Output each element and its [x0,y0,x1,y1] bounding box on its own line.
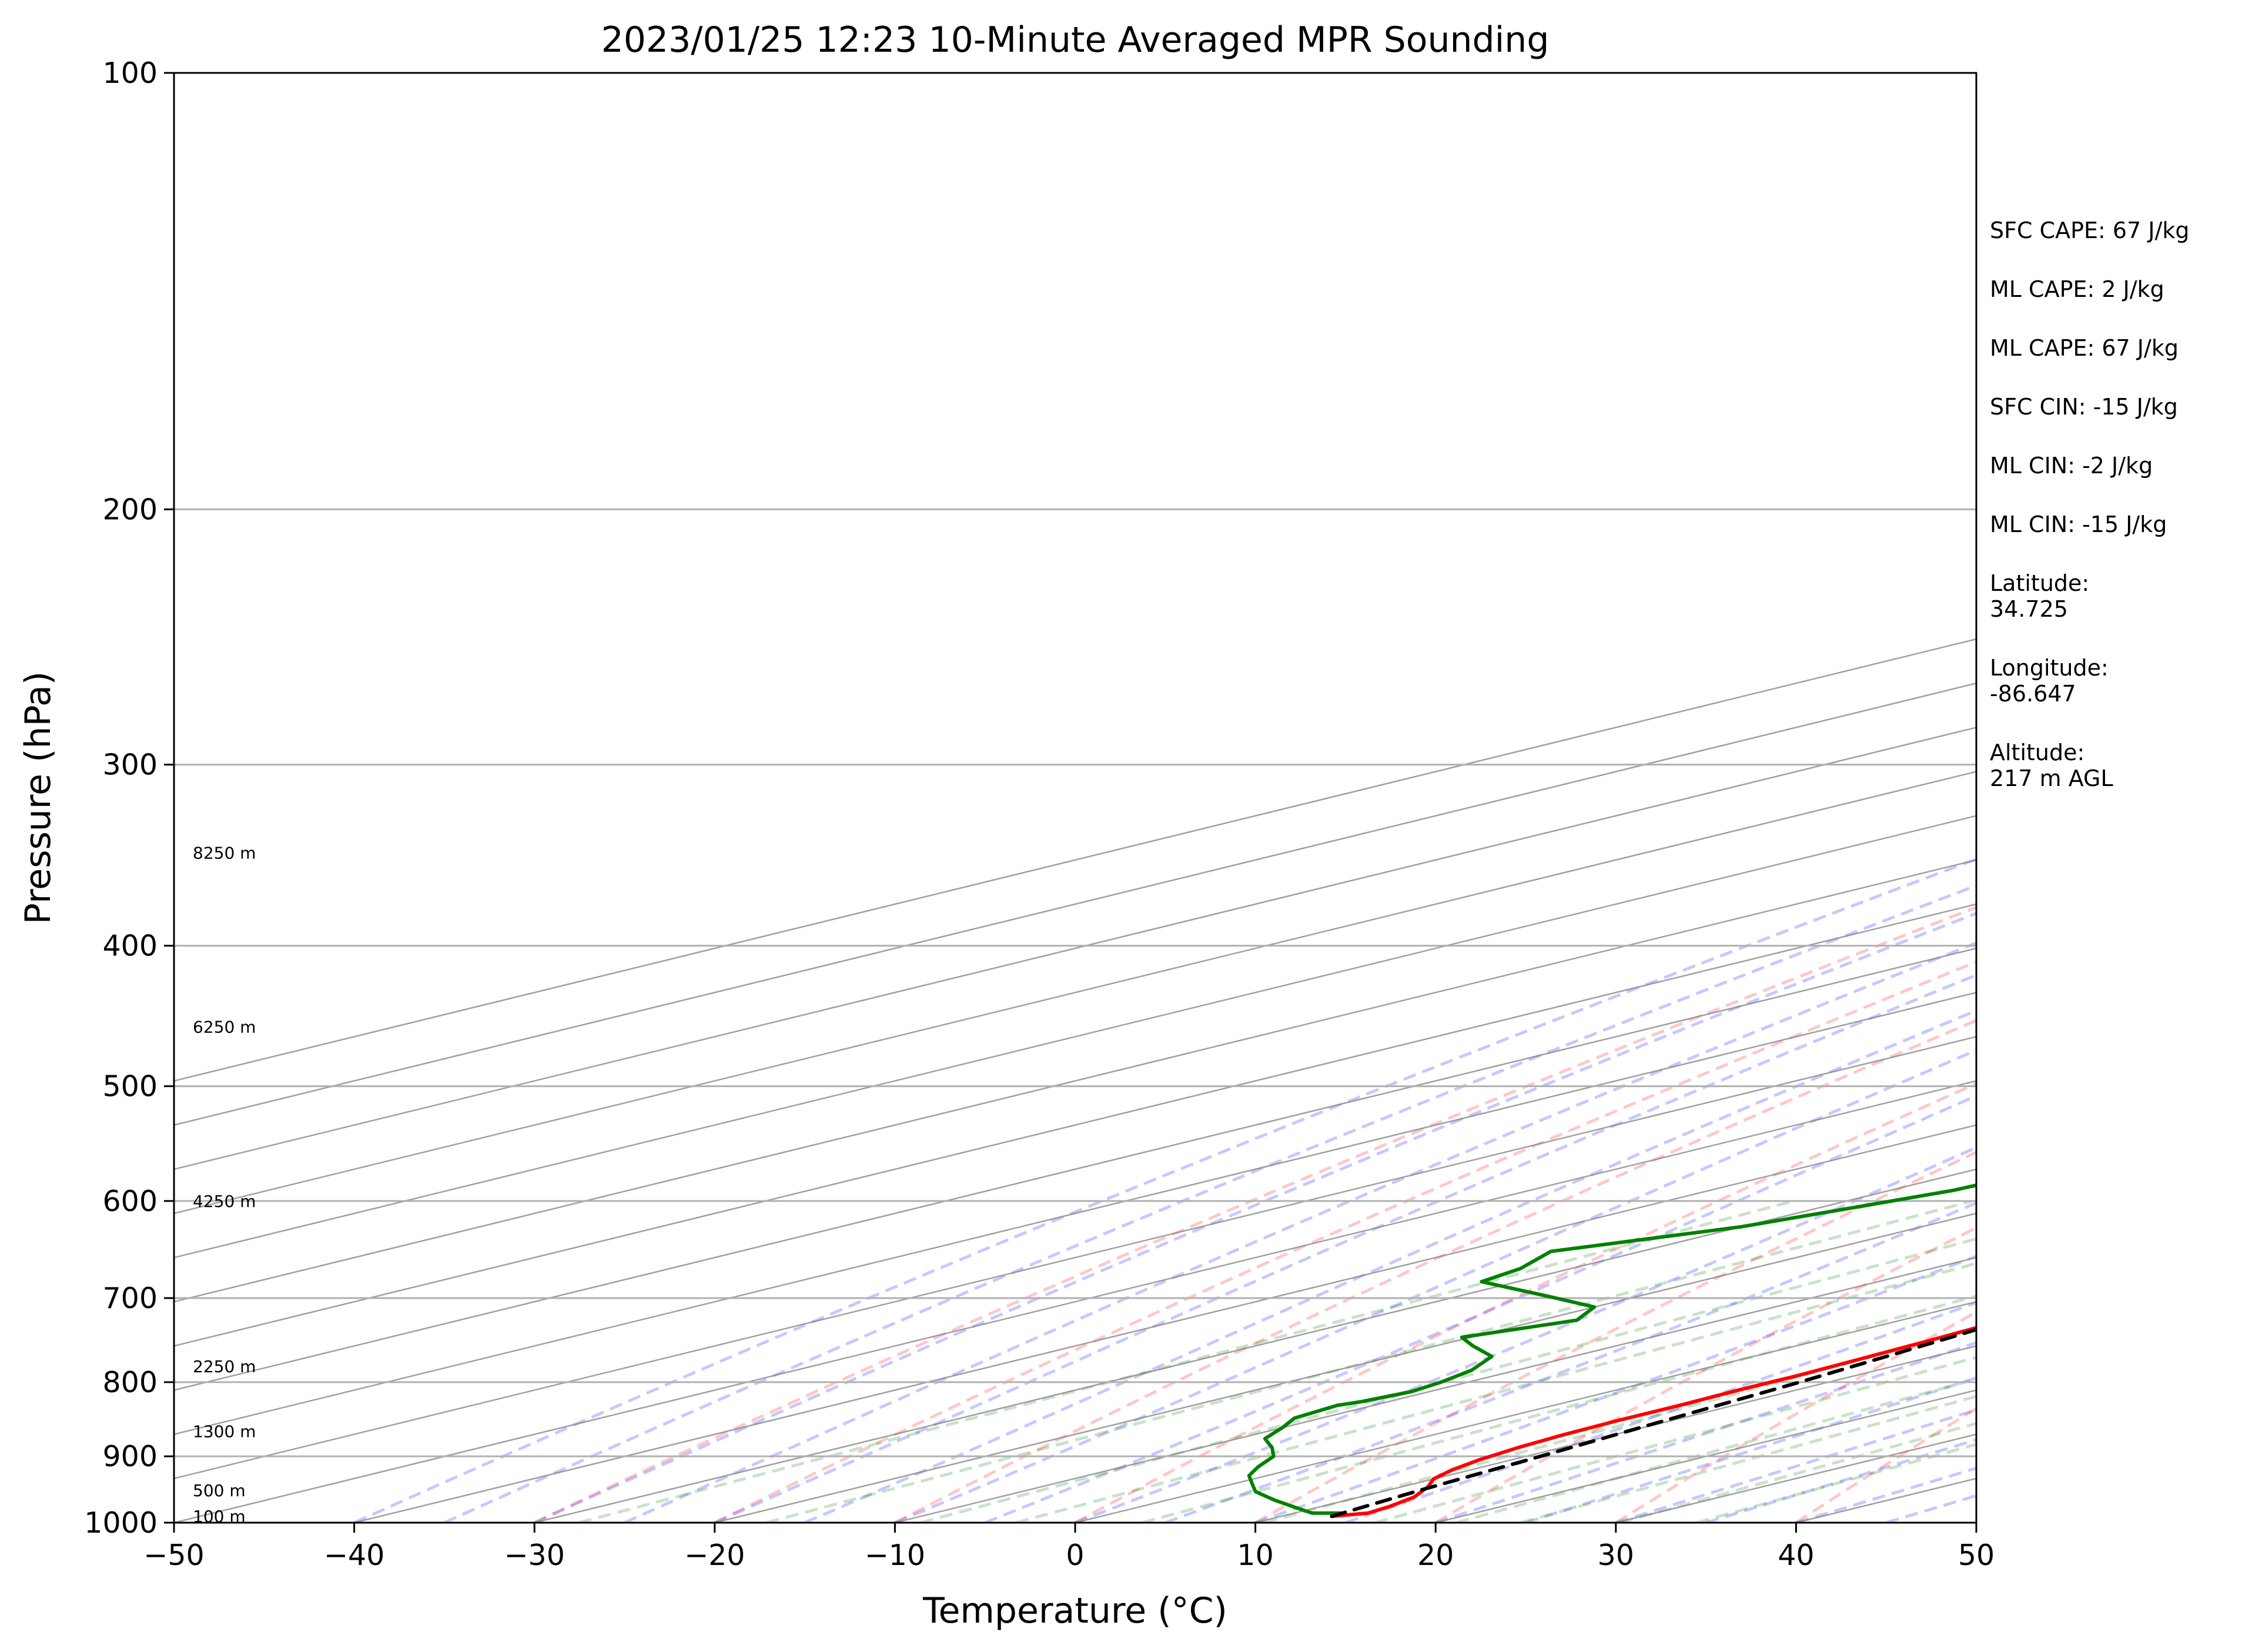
moist-adiabat [804,1009,1976,1523]
moist-adiabat [624,941,1976,1523]
height-label: 500 m [193,1481,246,1500]
height-label: 8250 m [193,843,256,862]
isotherm [174,1036,1976,1480]
ml-cape-text: ML CAPE: 2 J/kg [1990,276,2164,302]
dry-adiabat [534,905,1976,1523]
mixing-ratio-line [1520,1394,1976,1523]
sounding-stats: SFC CAPE: 67 J/kg ML CAPE: 2 J/kg ML CAP… [1990,218,2237,824]
longitude-label: Longitude: [1990,655,2109,681]
moist-adiabat [353,857,1976,1523]
isotherm [174,947,1976,1391]
moist-adiabat [534,911,1976,1523]
y-tick-label: 900 [102,1440,158,1473]
isotherm [895,1256,1976,1523]
x-tick-label: −50 [143,1539,204,1572]
isotherm [174,771,1976,1215]
moist-adiabat [1254,1254,1976,1523]
isotherm [174,638,1976,1082]
moist-adiabat [1435,1341,1976,1523]
altitude-label: Altitude: [1990,740,2085,765]
y-tick-label: 100 [102,56,158,90]
sfc-cin-text: SFC CIN: -15 J/kg [1990,394,2178,420]
ml-cin-text-2: ML CIN: -15 J/kg [1990,511,2167,537]
latitude-block: Latitude: 34.725 [1990,570,2237,622]
y-tick-label: 400 [102,929,158,963]
ml-cin-text: ML CIN: -2 J/kg [1990,453,2153,479]
x-tick-label: −40 [324,1539,384,1572]
isotherm [174,1080,1976,1523]
mixing-ratio-line [1015,1262,1976,1523]
longitude-value: -86.647 [1990,681,2076,707]
latitude-value: 34.725 [1990,596,2068,622]
y-tick-label: 500 [102,1070,158,1103]
y-tick-label: 700 [102,1282,158,1315]
x-tick-label: −30 [504,1539,564,1572]
altitude-block: Altitude: 217 m AGL [1990,740,2237,791]
isotherm [174,903,1976,1347]
x-tick-label: 50 [1958,1539,1995,1572]
y-axis-title: Pressure (hPa) [18,671,59,924]
parcel-line [1330,1327,1976,1519]
dry-adiabat [894,1019,1976,1523]
chart-title: 2023/01/25 12:23 10-Minute Averaged MPR … [601,19,1550,61]
moist-adiabat [984,1094,1976,1523]
y-axis-ticks: 1000 900 800 700 600 500 400 300 200 100 [84,56,174,1540]
dewpoint-line [1247,1183,1976,1515]
grid [174,73,1976,1523]
y-tick-label: 600 [102,1185,158,1218]
x-tick-label: 20 [1417,1539,1454,1572]
x-tick-label: 40 [1778,1539,1814,1572]
latitude-label: Latitude: [1990,570,2090,596]
mixing-ratio-line [1142,1294,1976,1523]
mixing-ratio-line [1696,1443,1976,1523]
isotherm [714,1212,1976,1523]
moist-adiabat [714,973,1976,1523]
x-axis-title: Temperature (°C) [922,1590,1227,1631]
isotherm [174,727,1976,1171]
dry-adiabat [714,960,1976,1523]
longitude-block: Longitude: -86.647 [1990,655,2237,707]
height-label: 6250 m [193,1018,256,1037]
moist-adiabat [1615,1408,1976,1523]
y-tick-label: 800 [102,1366,158,1399]
height-label: 4250 m [193,1192,256,1211]
mixing-ratio-line [1619,1422,1976,1523]
x-axis-ticks: −50 −40 −30 −20 −10 0 10 20 30 40 50 [143,1523,1995,1572]
ml-cape-text-2: ML CAPE: 67 J/kg [1990,335,2179,361]
sounding-curves [1247,1183,1976,1519]
x-tick-label: −20 [684,1539,745,1572]
dry-adiabat [1795,1407,1976,1523]
x-tick-label: 30 [1598,1539,1634,1572]
temperature-line [1330,1326,1976,1519]
y-tick-label: 200 [102,493,158,526]
dry-adiabat [1074,1082,1976,1523]
isotherm [174,682,1976,1126]
height-label: 1300 m [193,1422,256,1442]
isotherm [354,1124,1976,1523]
moist-adiabat [1164,1201,1976,1523]
isotherm [174,991,1976,1435]
moist-adiabat [443,884,1976,1523]
isotherm [174,859,1976,1303]
height-label: 2250 m [193,1357,256,1376]
dry-adiabat [1254,1151,1976,1523]
x-tick-label: 10 [1237,1539,1273,1572]
x-tick-label: −10 [865,1539,925,1572]
sfc-cape-text: SFC CAPE: 67 J/kg [1990,218,2190,243]
x-tick-label: 0 [1066,1539,1084,1572]
y-tick-label: 1000 [84,1506,158,1540]
y-tick-label: 300 [102,748,158,782]
isotherm [534,1168,1976,1523]
altitude-value: 217 m AGL [1990,765,2113,791]
